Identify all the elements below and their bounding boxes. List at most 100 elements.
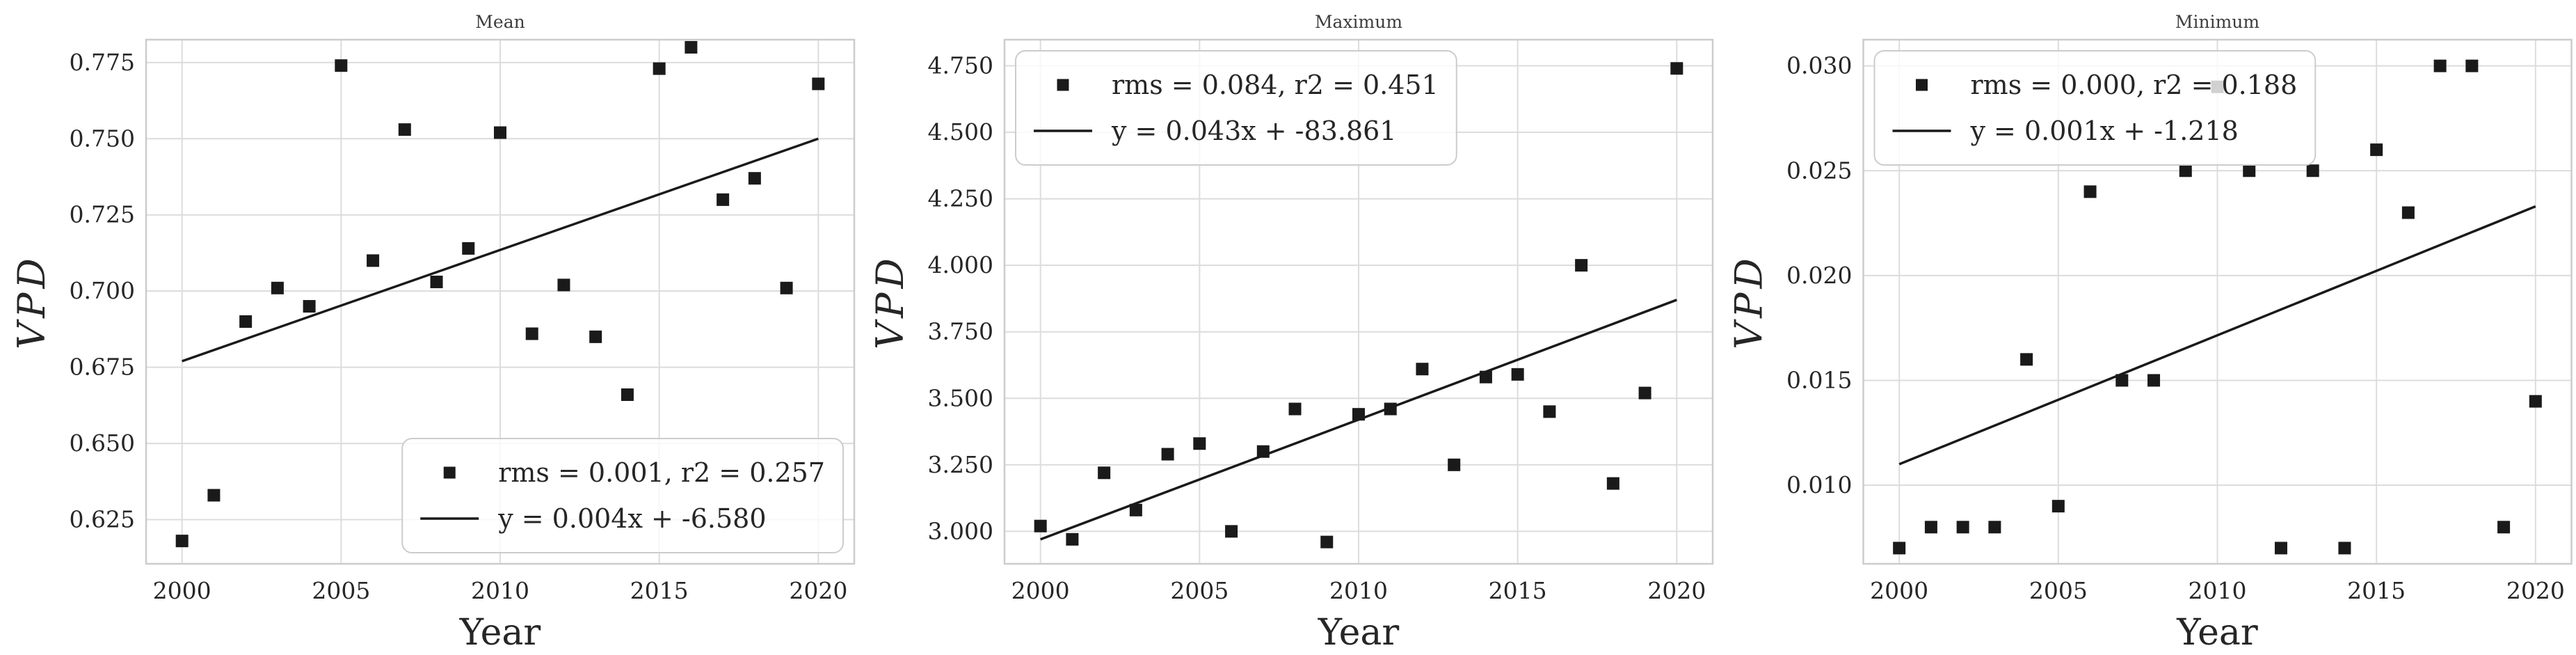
data-point — [1448, 458, 1461, 471]
data-point — [1924, 521, 1937, 534]
legend-box — [1873, 50, 2317, 166]
chart-maximum: 3.000 3.250 3.500 3.750 4.000 4.250 4.500 4.750… — [858, 0, 1717, 655]
data-point — [2370, 143, 2383, 157]
data-point — [2433, 59, 2447, 72]
data-point — [1511, 368, 1524, 381]
data-point — [812, 77, 825, 90]
data-point — [367, 254, 380, 267]
y-tick-label: 0.775 — [70, 49, 135, 76]
data-point — [557, 278, 570, 292]
legend-label: y = 0.004x + -6.580 — [497, 503, 766, 534]
data-point — [2115, 374, 2129, 387]
data-point — [2147, 374, 2161, 387]
x-tick-label: 2005 — [1170, 577, 1229, 604]
chart-panel-minimum: 0.010 0.015 0.020 0.025 0.030 2000 2005 2010 201… — [1717, 0, 2576, 655]
data-point — [2306, 164, 2319, 177]
data-point — [780, 281, 793, 294]
data-point — [1606, 477, 1619, 490]
y-tick-label: 0.030 — [1786, 52, 1852, 79]
data-point — [717, 193, 730, 206]
x-tick-label: 2020 — [789, 577, 847, 604]
y-tick-label: 4.500 — [928, 118, 993, 145]
legend-square-marker-icon — [1916, 79, 1928, 91]
data-point — [462, 242, 475, 255]
data-point — [1543, 405, 1556, 418]
x-tick-label: 2015 — [2347, 577, 2406, 604]
data-point — [2401, 206, 2415, 219]
legend-label: y = 0.001x + -1.218 — [1970, 116, 2239, 146]
y-tick-label: 4.250 — [928, 185, 993, 212]
data-point — [1066, 532, 1079, 546]
data-point — [1320, 535, 1334, 549]
y-tick-label: 3.500 — [928, 384, 993, 411]
data-point — [525, 327, 538, 340]
legend-square-marker-icon — [443, 466, 456, 479]
legend-box — [401, 438, 844, 553]
data-point — [621, 388, 634, 402]
x-tick-label: 2010 — [2189, 577, 2247, 604]
data-point — [653, 62, 666, 75]
legend-label: rms = 0.084, r2 = 0.451 — [1112, 70, 1439, 100]
x-tick-label: 2005 — [312, 577, 370, 604]
data-point — [494, 126, 506, 139]
data-point — [1956, 521, 1969, 534]
data-point — [2274, 542, 2287, 555]
plot-border — [1003, 38, 1714, 565]
data-point — [1161, 448, 1174, 461]
data-point — [2529, 395, 2542, 408]
trend-line — [1898, 205, 2536, 466]
x-axis-label: Year — [459, 612, 541, 654]
data-point — [1575, 259, 1588, 272]
y-tick-label: 0.700 — [70, 277, 135, 304]
data-point — [1225, 525, 1238, 538]
legend-label: y = 0.043x + -83.861 — [1111, 116, 1396, 146]
data-point — [303, 300, 316, 313]
data-point — [1193, 437, 1206, 450]
data-point — [685, 40, 698, 54]
data-point — [1129, 503, 1142, 516]
legend-label: rms = 0.000, r2 = 0.188 — [1971, 70, 2298, 100]
x-tick-label: 2000 — [1870, 577, 1928, 604]
y-tick-label: 0.010 — [1786, 471, 1852, 498]
y-tick-label: 0.025 — [1786, 157, 1852, 184]
legend: rms = 0.000, r2 = 0.188 y = 0.001x + -1.2… — [1873, 50, 2317, 166]
y-tick-label: 3.000 — [928, 517, 993, 544]
data-point — [2083, 185, 2097, 198]
legend-square-marker-icon — [1057, 79, 1069, 91]
y-tick-label: 0.725 — [70, 201, 135, 228]
chart-title: Maximum — [1315, 12, 1402, 32]
trend-line — [182, 137, 819, 363]
chart-title: Mean — [475, 12, 525, 32]
data-point — [1034, 519, 1047, 532]
data-point — [2497, 521, 2511, 534]
data-point — [335, 59, 348, 72]
y-axis-label: VPD — [1727, 254, 1771, 349]
data-point — [2020, 353, 2033, 366]
data-point — [1288, 402, 1302, 416]
data-point — [2051, 500, 2065, 513]
y-tick-label: 0.650 — [70, 429, 135, 457]
x-tick-label: 2010 — [471, 577, 529, 604]
data-point — [2465, 59, 2479, 72]
y-tick-label: 3.250 — [928, 451, 993, 478]
x-tick-label: 2020 — [1647, 577, 1706, 604]
x-tick-label: 2005 — [2029, 577, 2088, 604]
x-axis-label: Year — [2176, 612, 2258, 654]
data-point — [1098, 466, 1111, 480]
legend: rms = 0.084, r2 = 0.451 y = 0.043x + -83.… — [1015, 50, 1457, 166]
data-point — [589, 330, 602, 343]
data-point — [2338, 542, 2351, 555]
data-point — [398, 123, 411, 136]
data-point — [2179, 164, 2192, 177]
data-point — [2243, 164, 2256, 177]
chart-title: Minimum — [2175, 12, 2259, 32]
data-point — [430, 276, 443, 289]
x-tick-label: 2000 — [153, 577, 211, 604]
plot-border — [1862, 38, 2573, 565]
y-tick-label: 0.015 — [1786, 366, 1852, 393]
y-tick-label: 4.750 — [928, 52, 993, 79]
data-point — [239, 315, 253, 328]
y-tick-label: 4.000 — [928, 251, 993, 278]
data-point — [207, 489, 221, 502]
data-point — [175, 535, 189, 548]
